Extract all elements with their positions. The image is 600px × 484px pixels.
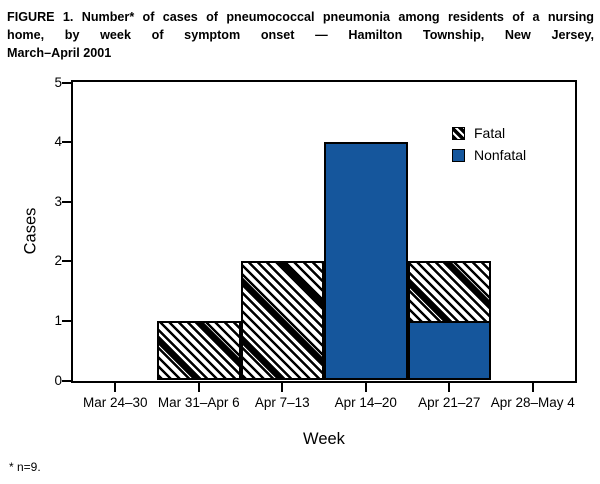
y-tick-4 [62,141,71,144]
bar-segment-fatal-apr-21-27 [407,261,491,324]
x-tick-label-apr-7-13: Apr 7–13 [254,395,310,410]
y-tick-label-1: 1 [54,312,62,328]
figure-title: FIGURE 1. Number* of cases of pneumococc… [7,8,594,62]
y-tick-label-2: 2 [54,253,62,269]
legend: Fatal Nonfatal [452,126,526,170]
x-tick-label-apr-21-27: Apr 21–27 [418,395,481,410]
x-tick-mar-24-30 [114,383,117,392]
footnote: * n=9. [9,460,41,474]
y-tick-label-3: 3 [54,193,62,209]
x-tick-label-apr-28-may-4: Apr 28–May 4 [490,395,575,410]
legend-label: Fatal [474,125,506,141]
y-tick-0 [62,379,71,382]
solid-swatch-icon [452,148,465,162]
y-tick-1 [62,319,71,323]
legend-entry-nonfatal: Nonfatal [452,148,526,162]
y-tick-label-4: 4 [54,134,62,150]
legend-label: Nonfatal [474,147,527,163]
x-tick-label-mar-31-apr-6: Mar 31–Apr 6 [157,395,240,410]
bar-segment-fatal-apr-7-13 [240,261,324,381]
x-tick-mar-31-apr-6 [197,383,200,392]
y-axis-title: Cases [21,207,40,255]
x-tick-apr-21-27 [448,383,451,392]
hatched-swatch-icon [452,126,465,140]
x-tick-label-apr-14-20: Apr 14–20 [334,395,397,410]
y-tick-label-5: 5 [54,74,62,90]
legend-entry-fatal: Fatal [452,126,526,140]
bar-segment-nonfatal-apr-21-27 [407,320,491,381]
x-tick-label-mar-24-30: Mar 24–30 [82,395,148,410]
x-tick-apr-28-may-4 [531,383,534,392]
x-tick-apr-7-13 [281,383,284,392]
figure-title-line-3: March–April 2001 [7,46,112,60]
x-tick-apr-14-20 [364,383,367,392]
y-tick-label-0: 0 [54,372,62,388]
x-axis-title: Week [303,430,345,448]
bar-segment-fatal-mar-31-apr-6 [157,320,241,381]
figure-title-line-2: home, by week of symptom onset — Hamilto… [7,28,594,42]
figure-title-line-1: FIGURE 1. Number* of cases of pneumococc… [7,10,594,24]
y-tick-2 [62,260,71,263]
bar-segment-nonfatal-apr-14-20 [324,142,408,381]
y-tick-5 [62,81,71,84]
y-tick-3 [62,200,71,203]
